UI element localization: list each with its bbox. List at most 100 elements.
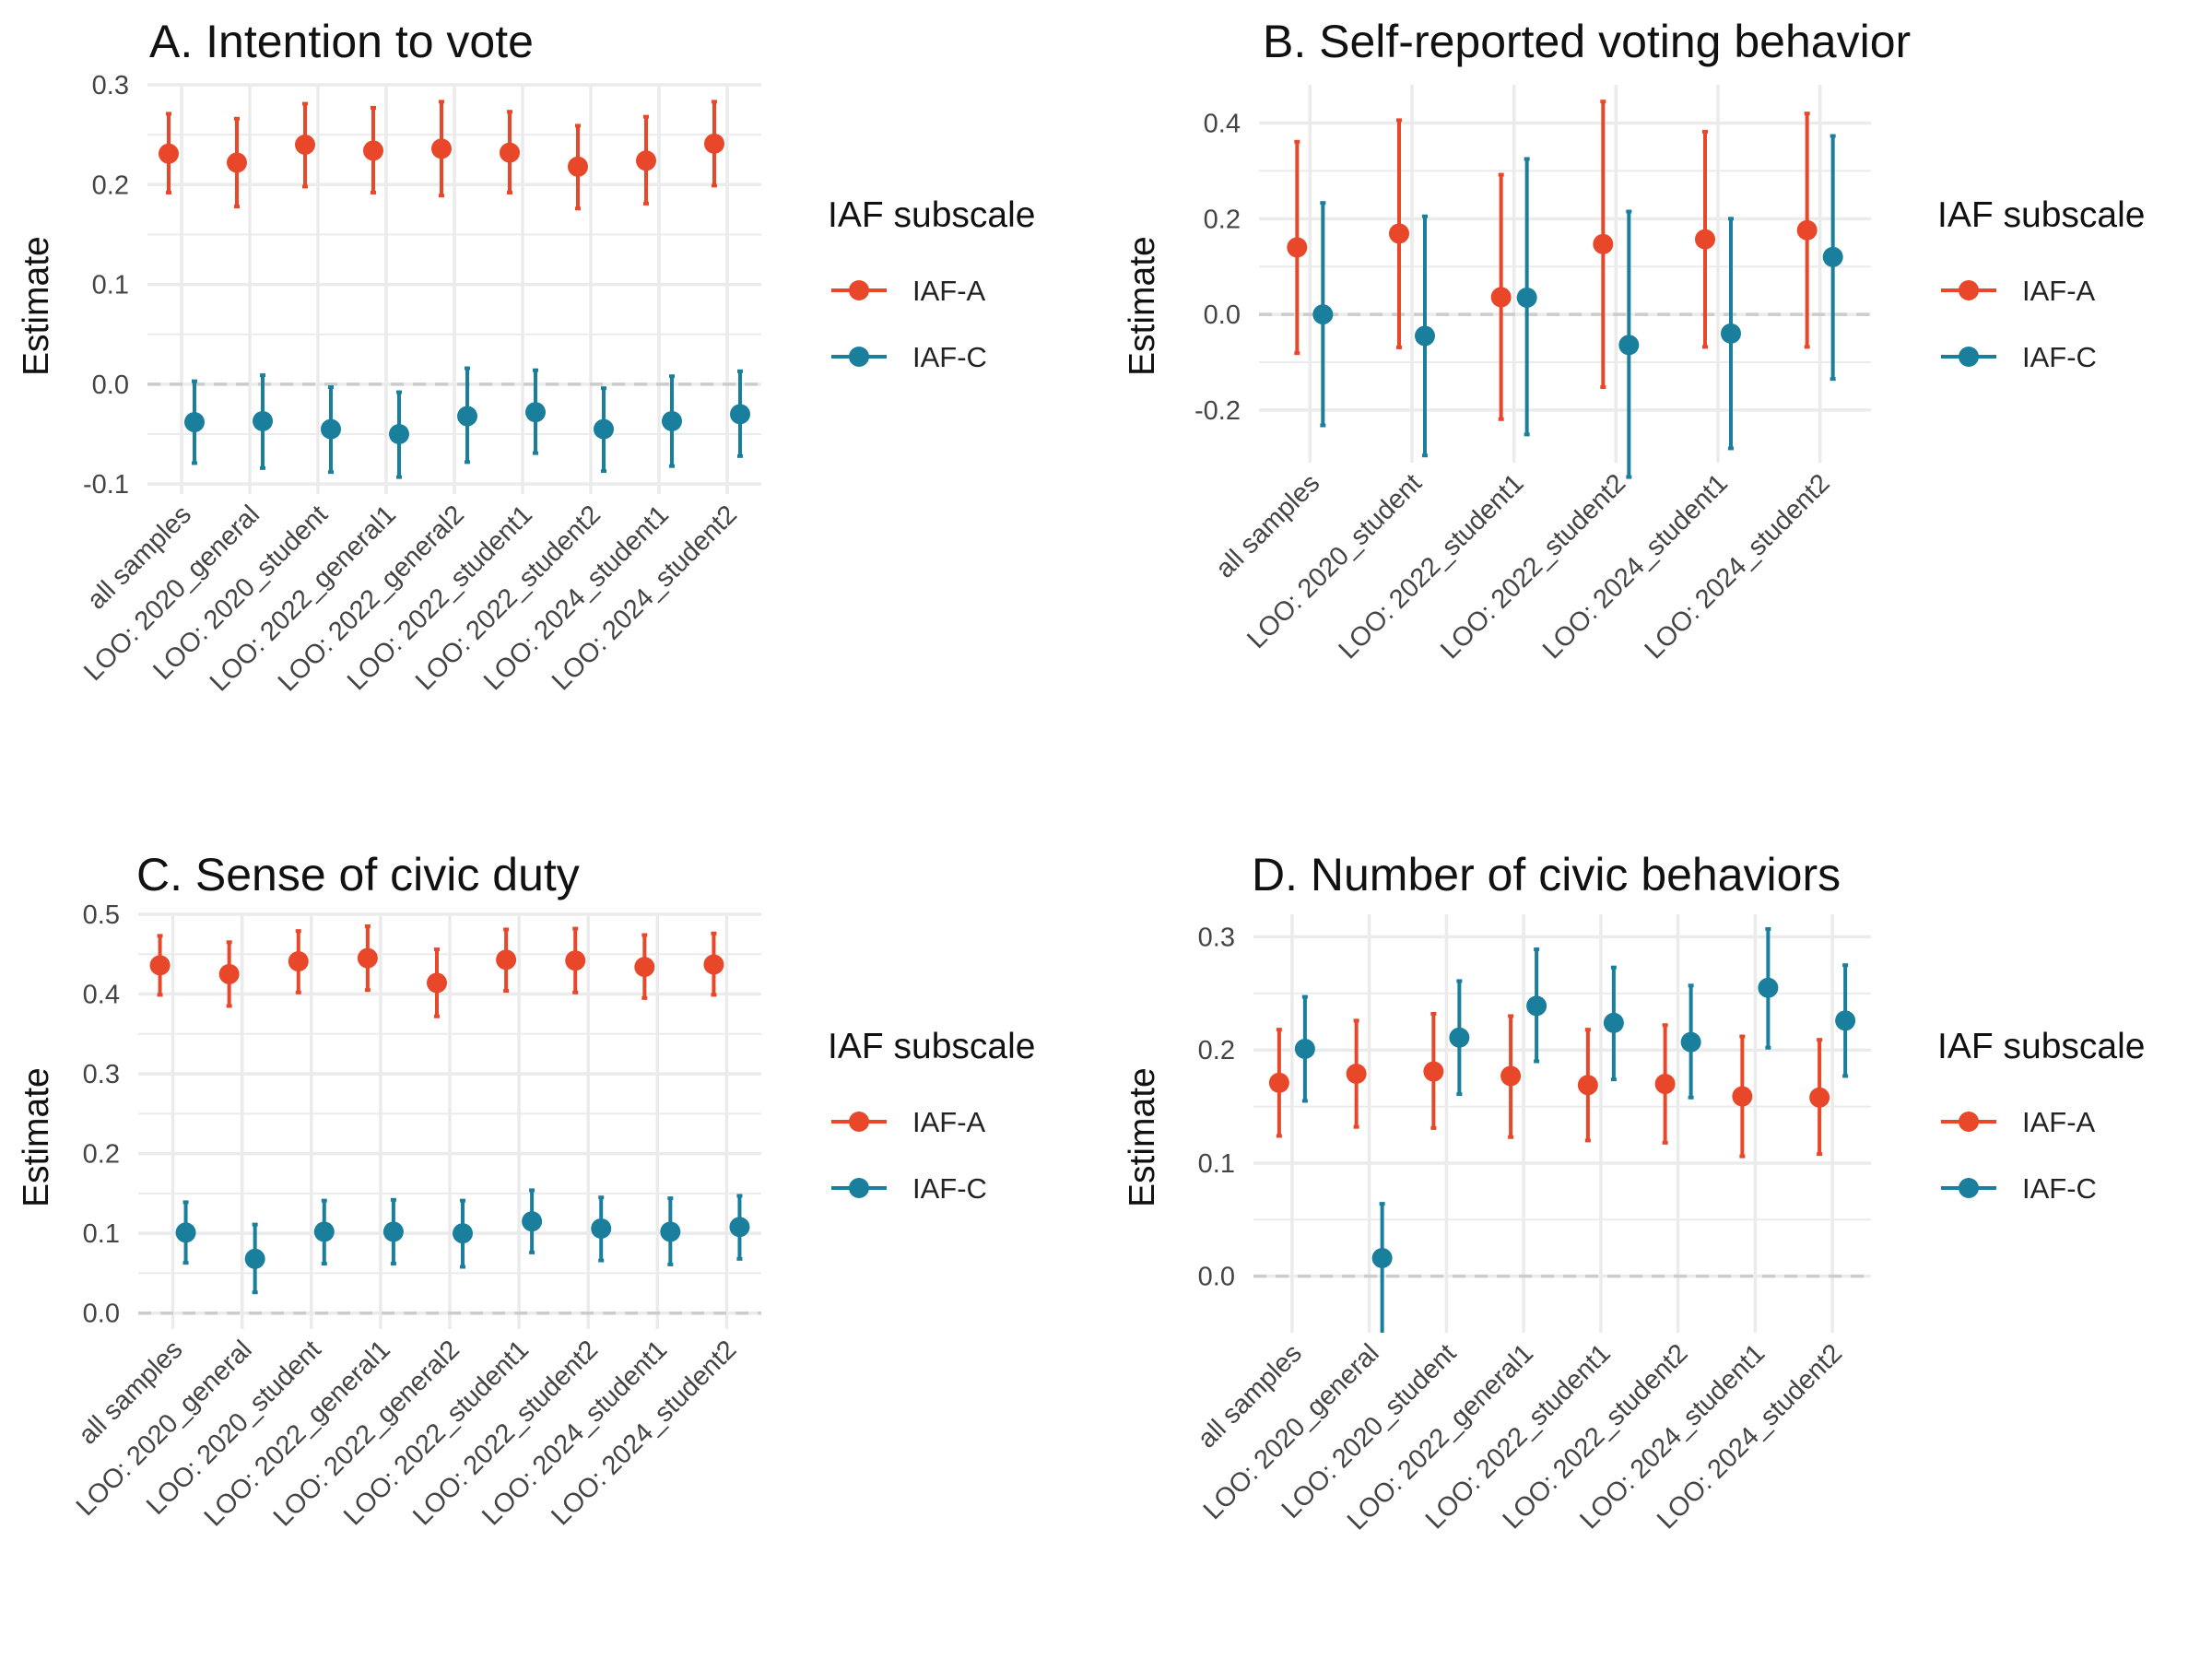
data-point: [1758, 977, 1779, 998]
legend-item-iaf-a: IAF-A: [828, 272, 1067, 309]
y-tick-label: 0.2: [1204, 205, 1241, 234]
data-point: [218, 963, 240, 984]
legend-label-iaf-a: IAF-A: [912, 275, 986, 307]
data-point: [1822, 246, 1843, 267]
data-point: [453, 1223, 473, 1244]
data-point: [244, 1248, 265, 1269]
legend-label-iaf-a: IAF-A: [2022, 1106, 2096, 1138]
legend-label-iaf-a: IAF-A: [912, 1106, 986, 1138]
legend-item-iaf-a: IAF-A: [1937, 1103, 2177, 1140]
data-point: [704, 133, 724, 154]
data-point: [1500, 1065, 1522, 1087]
y-tick-label: 0.1: [92, 271, 129, 300]
y-tick-label: 0.3: [83, 1060, 120, 1089]
data-point: [389, 424, 409, 445]
data-point: [295, 134, 315, 155]
data-point: [1287, 237, 1308, 258]
data-point: [636, 150, 656, 171]
y-tick-label: 0.0: [1204, 300, 1241, 330]
data-point: [565, 950, 586, 971]
data-point: [1423, 1061, 1444, 1082]
legend-title: IAF subscale: [1937, 195, 2146, 235]
y-tick-label: 0.2: [92, 171, 129, 200]
legend-key-iaf-a: [1941, 280, 1996, 300]
legend-label-iaf-c: IAF-C: [912, 341, 987, 373]
y-tick-label: 0.4: [83, 981, 120, 1010]
data-point: [357, 947, 378, 969]
legend-item-iaf-c: IAF-C: [828, 338, 1067, 375]
y-tick-label: 0.3: [1198, 924, 1235, 953]
y-tick-label: 0.5: [83, 900, 120, 930]
data-point: [149, 955, 171, 976]
panel-title: D. Number of civic behaviors: [1252, 849, 1841, 900]
data-point: [568, 156, 588, 177]
data-point: [525, 402, 546, 423]
data-point: [1732, 1086, 1753, 1107]
data-point: [1721, 323, 1741, 344]
data-point: [1618, 335, 1640, 356]
data-point: [321, 418, 341, 440]
legend-key-iaf-c: [1941, 347, 1996, 367]
data-point: [662, 410, 682, 431]
data-point: [227, 152, 247, 173]
data-point: [1312, 304, 1334, 325]
data-point: [634, 957, 655, 978]
data-point: [1526, 995, 1547, 1017]
legend-key-iaf-c: [831, 347, 887, 367]
data-point: [1268, 1072, 1289, 1093]
data-point: [730, 404, 750, 425]
data-point: [175, 1222, 196, 1243]
data-point: [313, 1221, 335, 1242]
data-point: [1294, 1039, 1315, 1060]
y-tick-label: 0.3: [92, 71, 129, 100]
panel-a: A. Intention to vote Estimate -0.1 0.0 0.1…: [0, 0, 1106, 830]
legend-label-iaf-c: IAF-C: [912, 1172, 987, 1205]
data-point: [1346, 1064, 1367, 1085]
panel-c: C. Sense of civic duty Estimate 0.0 0.1 0.…: [0, 830, 1106, 1659]
legend-title: IAF subscale: [828, 1027, 1036, 1066]
data-point: [1680, 1031, 1701, 1053]
data-point: [159, 143, 179, 164]
data-point: [1449, 1027, 1470, 1048]
x-tick-label: LOO: 2024_student2: [1640, 468, 1836, 665]
data-point: [1593, 233, 1614, 254]
y-tick-label: 0.1: [83, 1219, 120, 1249]
data-point: [1796, 219, 1818, 241]
legend-key-iaf-a: [831, 1112, 887, 1132]
data-point: [1490, 287, 1512, 308]
y-tick-label: 0.1: [1198, 1149, 1235, 1179]
legend-item-iaf-c: IAF-C: [828, 1170, 1067, 1206]
legend-title: IAF subscale: [828, 195, 1036, 235]
data-point: [1835, 1010, 1856, 1031]
x-tick-label: LOO: 2024_student1: [1537, 468, 1734, 665]
data-point: [1809, 1087, 1830, 1108]
data-point: [500, 142, 520, 163]
data-point: [703, 954, 724, 975]
legend-item-iaf-a: IAF-A: [1937, 272, 2177, 309]
x-tick-label: LOO: 2022_student2: [1435, 468, 1631, 665]
data-point: [1389, 223, 1409, 244]
data-point: [457, 406, 477, 427]
legend-key-iaf-c: [831, 1178, 887, 1198]
data-point: [729, 1217, 750, 1238]
data-point: [427, 972, 447, 994]
legend-key-iaf-c: [1941, 1178, 1996, 1198]
data-point: [1516, 287, 1537, 308]
y-tick-label: 0.2: [83, 1140, 120, 1170]
data-point: [363, 140, 383, 161]
panel-b: B. Self-reported voting behavior Estimat…: [1106, 0, 2212, 830]
data-point: [594, 418, 614, 440]
legend-key-iaf-a: [831, 280, 887, 300]
legend-label-iaf-c: IAF-C: [2022, 341, 2097, 373]
data-point: [522, 1211, 543, 1232]
x-tick-label: LOO: 2020_student: [1241, 468, 1428, 654]
y-tick-label: 0.0: [92, 371, 129, 400]
legend-item-iaf-c: IAF-C: [1937, 1170, 2177, 1206]
legend-key-iaf-a: [1941, 1112, 1996, 1132]
data-point: [591, 1218, 612, 1239]
data-point: [1577, 1075, 1598, 1096]
